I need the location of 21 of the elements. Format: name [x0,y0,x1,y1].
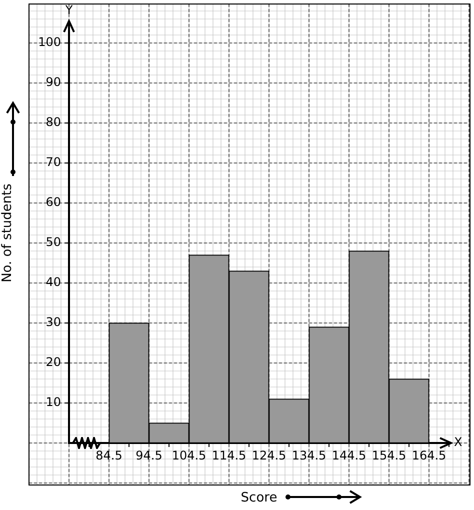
x-tick-label: 164.5 [412,448,446,462]
x-tick-label: 94.5 [136,448,162,462]
y-tick-label: 80 [46,115,61,130]
x-axis-title: Score [240,490,278,506]
y-tick-label: 30 [46,315,61,330]
y-tick-label: 20 [46,355,61,370]
y-tick-label: 40 [46,275,61,290]
x-tick-label: 84.5 [96,448,122,462]
y-tick-label: 50 [46,235,61,250]
x-tick-label: 114.5 [212,448,246,462]
x-tick-label: 104.5 [172,448,206,462]
x-tick-label: 154.5 [372,448,406,462]
y-tick-label: 10 [46,395,61,410]
y-axis-title: No. of students [0,183,16,282]
text: Y [64,3,74,18]
y-tick-label: 90 [46,75,61,90]
x-tick-label: 144.5 [332,448,366,462]
y-tick-label: 70 [46,155,61,170]
y-tick-label: 60 [46,195,61,210]
x-tick-label: 124.5 [252,448,286,462]
x-tick-label: 134.5 [292,448,326,462]
